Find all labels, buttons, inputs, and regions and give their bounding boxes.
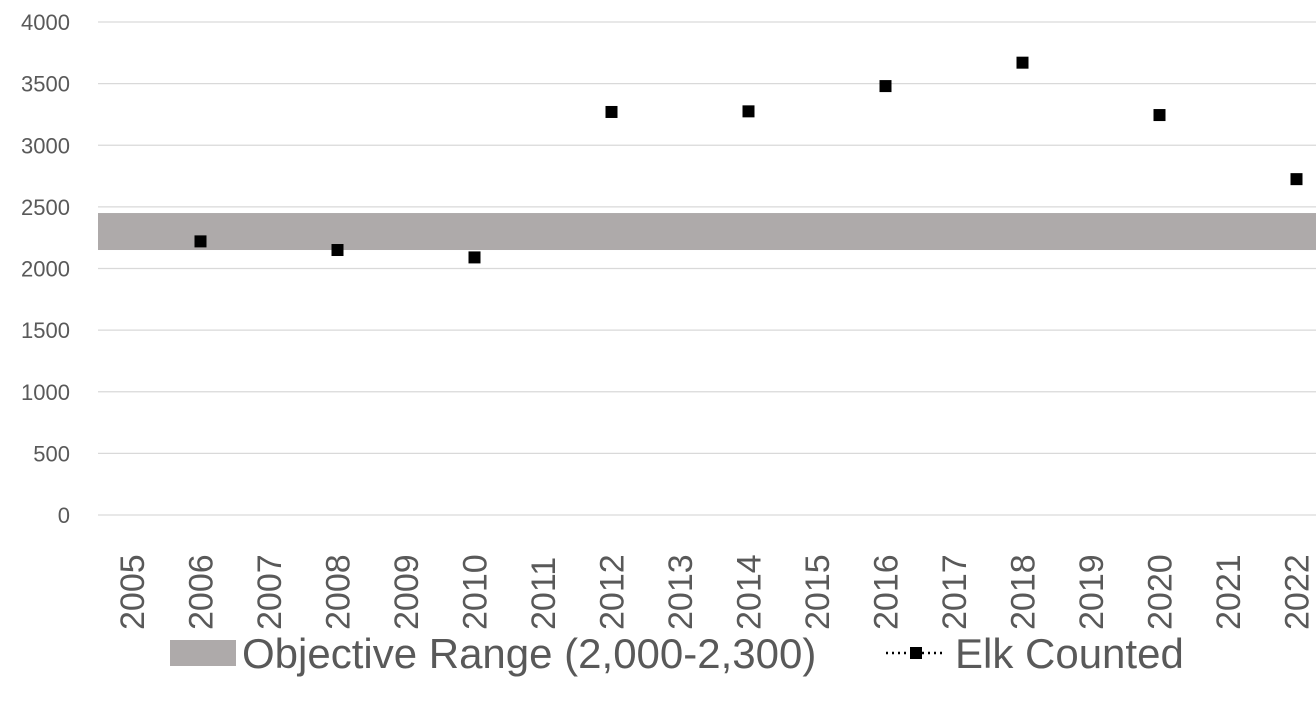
point-2010 (468, 251, 481, 264)
y-tick-label-1000: 1000 (21, 380, 70, 405)
y-tick-label-2000: 2000 (21, 257, 70, 282)
x-tick-label-2018: 2018 (1005, 554, 1043, 630)
legend: Objective Range (2,000-2,300) Elk Counte… (170, 630, 1184, 677)
point-2022 (1290, 173, 1303, 186)
x-tick-label-2015: 2015 (799, 554, 837, 630)
objective-range-band (98, 213, 1316, 251)
x-tick-label-2016: 2016 (868, 554, 906, 630)
x-tick-label-2021: 2021 (1210, 554, 1248, 630)
x-tick-label-2011: 2011 (525, 557, 563, 630)
point-2006 (194, 235, 207, 248)
y-tick-label-2500: 2500 (21, 195, 70, 220)
y-tick-label-4000: 4000 (21, 10, 70, 35)
x-tick-label-2010: 2010 (457, 554, 495, 630)
point-2016 (879, 80, 892, 93)
point-2018 (1016, 56, 1029, 69)
x-axis-tick-labels: 2005 2006 2007 2008 2009 2010 2011 2012 2013 2014… (114, 554, 1316, 630)
legend-band-swatch (170, 640, 236, 666)
x-tick-label-2006: 2006 (183, 554, 221, 630)
legend-band-label: Objective Range (2,000-2,300) (242, 630, 816, 677)
legend-series-marker (886, 647, 946, 659)
y-axis-tick-labels: 0 500 1000 1500 2000 2500 3000 3500 4000 (21, 10, 70, 528)
x-tick-label-2014: 2014 (731, 554, 769, 630)
x-tick-label-2019: 2019 (1073, 554, 1111, 630)
x-tick-label-2008: 2008 (320, 554, 358, 630)
gridlines (98, 21, 1316, 455)
objective-range-band-layer (98, 213, 1316, 251)
point-2008 (331, 244, 344, 257)
x-tick-label-2005: 2005 (114, 554, 152, 630)
point-2012 (605, 105, 618, 118)
y-tick-label-500: 500 (33, 441, 70, 466)
x-tick-label-2020: 2020 (1142, 554, 1180, 630)
point-2014 (742, 105, 755, 118)
y-tick-label-0: 0 (58, 503, 70, 528)
x-tick-label-2013: 2013 (662, 554, 700, 630)
point-2020 (1153, 109, 1166, 122)
x-tick-label-2022: 2022 (1279, 554, 1316, 630)
y-tick-label-3500: 3500 (21, 72, 70, 97)
x-tick-label-2012: 2012 (594, 554, 632, 630)
y-tick-label-1500: 1500 (21, 318, 70, 343)
elk-counted-points (194, 56, 1303, 264)
y-tick-label-3000: 3000 (21, 133, 70, 158)
x-tick-label-2007: 2007 (251, 554, 289, 630)
legend-series-square (910, 647, 922, 659)
x-tick-label-2017: 2017 (936, 554, 974, 630)
legend-series-label: Elk Counted (955, 630, 1184, 677)
x-tick-label-2009: 2009 (388, 554, 426, 630)
